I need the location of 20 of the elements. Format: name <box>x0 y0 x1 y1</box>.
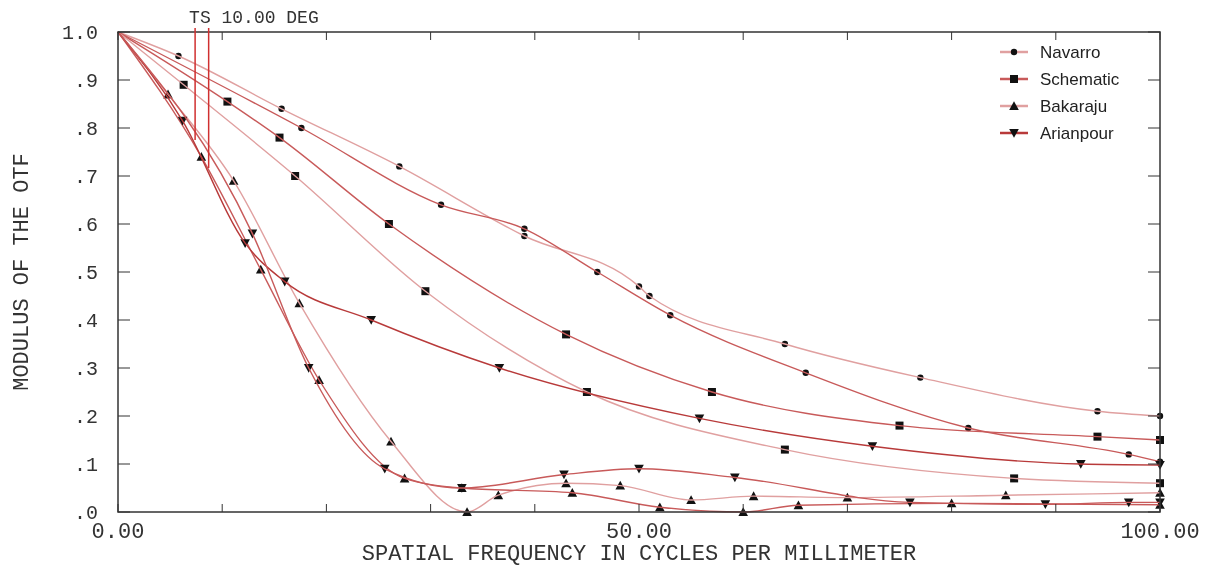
legend-label: Navarro <box>1040 43 1101 62</box>
legend-label: Arianpour <box>1040 124 1115 143</box>
ref-line-label: TS 10.00 DEG <box>189 8 319 28</box>
x-tick-label: 100.00 <box>1120 520 1200 545</box>
y-tick-label: .6 <box>73 214 98 237</box>
y-tick-label: .7 <box>73 166 98 189</box>
y-axis-title: MODULUS OF THE OTF <box>10 153 35 391</box>
y-tick-label: .3 <box>73 358 98 381</box>
legend-label: Bakaraju <box>1040 97 1108 116</box>
y-tick-label: .9 <box>73 70 98 93</box>
y-tick-label: 1.0 <box>61 22 98 45</box>
y-tick-label: .1 <box>73 454 98 477</box>
x-axis-title: SPATIAL FREQUENCY IN CYCLES PER MILLIMETER <box>361 542 917 567</box>
legend-label: Schematic <box>1040 70 1120 89</box>
y-tick-label: .5 <box>73 262 98 285</box>
x-tick-label: 50.00 <box>605 520 673 545</box>
y-tick-label: .2 <box>73 406 98 429</box>
x-tick-label: 0.00 <box>91 520 145 545</box>
y-tick-label: .8 <box>73 118 98 141</box>
y-tick-label: .4 <box>73 310 98 333</box>
